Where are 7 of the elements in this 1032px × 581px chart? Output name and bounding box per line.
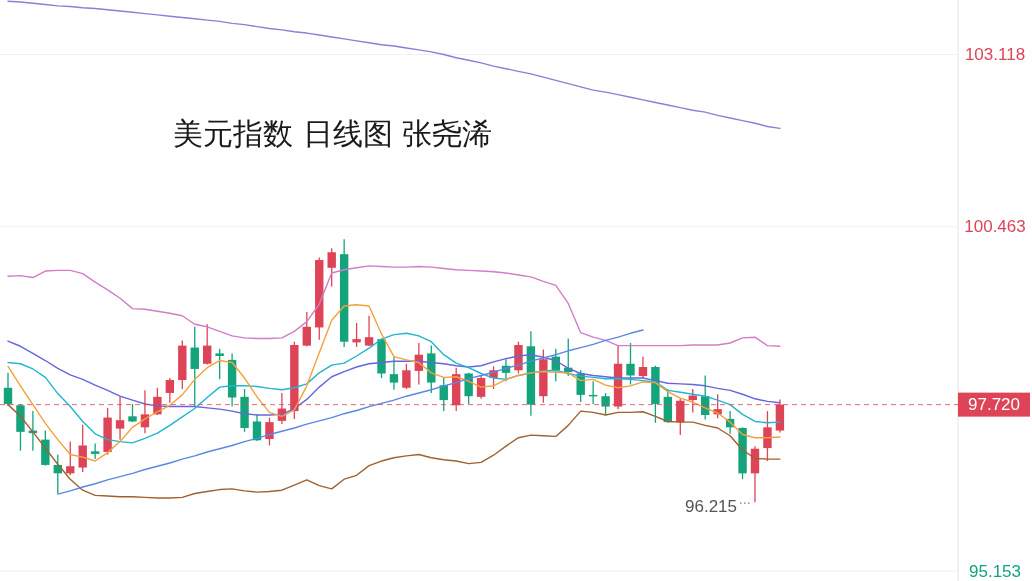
ref-line-label: 97.720 — [958, 392, 1030, 417]
title: 美元指数 日线图 张尧浠 — [173, 115, 493, 151]
ref-line-label: 97.720 — [968, 395, 1020, 415]
y-tick-label: 103.118 — [964, 45, 1026, 65]
y-tick-label: 95.153 — [969, 561, 1021, 581]
y-tick-label: 100.463 — [964, 217, 1026, 237]
annotation: 96.215 — [685, 496, 737, 516]
